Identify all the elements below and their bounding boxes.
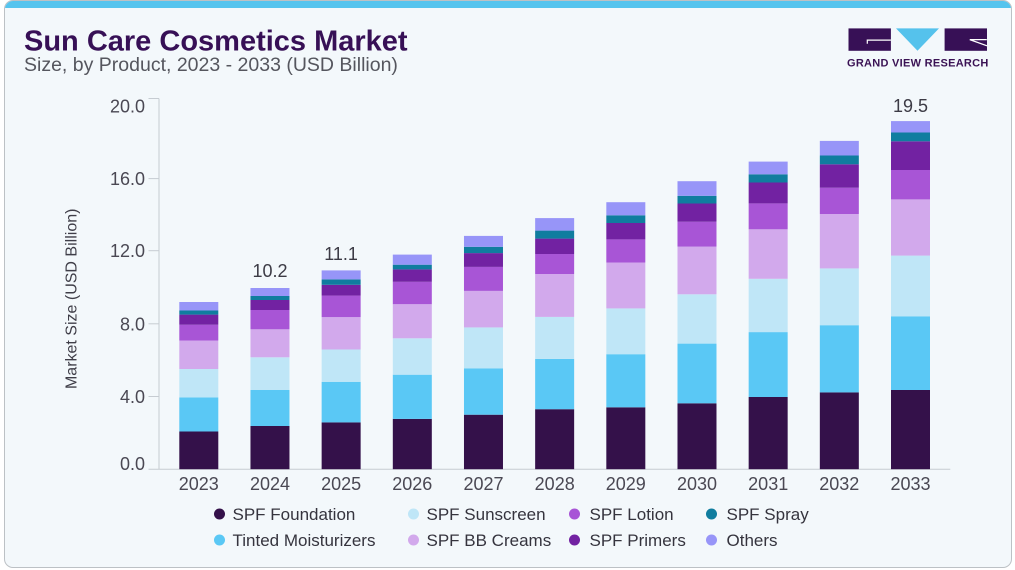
svg-text:2031: 2031 [748,474,788,494]
svg-text:2025: 2025 [321,474,361,494]
svg-text:Market Size (USD Billion): Market Size (USD Billion) [64,209,81,389]
svg-text:Tinted Moisturizers: Tinted Moisturizers [233,531,376,550]
svg-text:SPF BB Creams: SPF BB Creams [427,531,552,550]
svg-text:Size, by Product, 2023 - 2033: Size, by Product, 2023 - 2033 (USD Billi… [24,54,398,76]
svg-text:11.1: 11.1 [324,244,358,264]
svg-text:SPF Spray: SPF Spray [727,505,810,524]
svg-text:2033: 2033 [890,474,930,494]
svg-text:12.0: 12.0 [110,241,145,261]
svg-text:2026: 2026 [392,474,432,494]
svg-text:SPF Sunscreen: SPF Sunscreen [427,505,546,524]
svg-text:2030: 2030 [677,474,717,494]
svg-text:4.0: 4.0 [120,387,145,407]
svg-text:2024: 2024 [250,474,290,494]
svg-text:GRAND VIEW RESEARCH: GRAND VIEW RESEARCH [847,58,989,70]
svg-text:19.5: 19.5 [893,96,928,116]
svg-text:2029: 2029 [606,474,646,494]
svg-text:2028: 2028 [535,474,575,494]
svg-text:SPF Foundation: SPF Foundation [233,505,356,524]
svg-text:2027: 2027 [463,474,503,494]
svg-text:Others: Others [727,531,778,550]
svg-text:Sun Care Cosmetics Market: Sun Care Cosmetics Market [24,26,408,58]
svg-text:0.0: 0.0 [120,454,145,474]
svg-text:2032: 2032 [819,474,859,494]
svg-text:SPF Primers: SPF Primers [590,531,686,550]
svg-text:20.0: 20.0 [110,96,145,116]
svg-text:SPF Lotion: SPF Lotion [590,505,674,524]
svg-text:16.0: 16.0 [110,169,145,189]
svg-text:2023: 2023 [179,474,219,494]
svg-text:10.2: 10.2 [252,261,287,281]
svg-text:8.0: 8.0 [120,314,145,334]
